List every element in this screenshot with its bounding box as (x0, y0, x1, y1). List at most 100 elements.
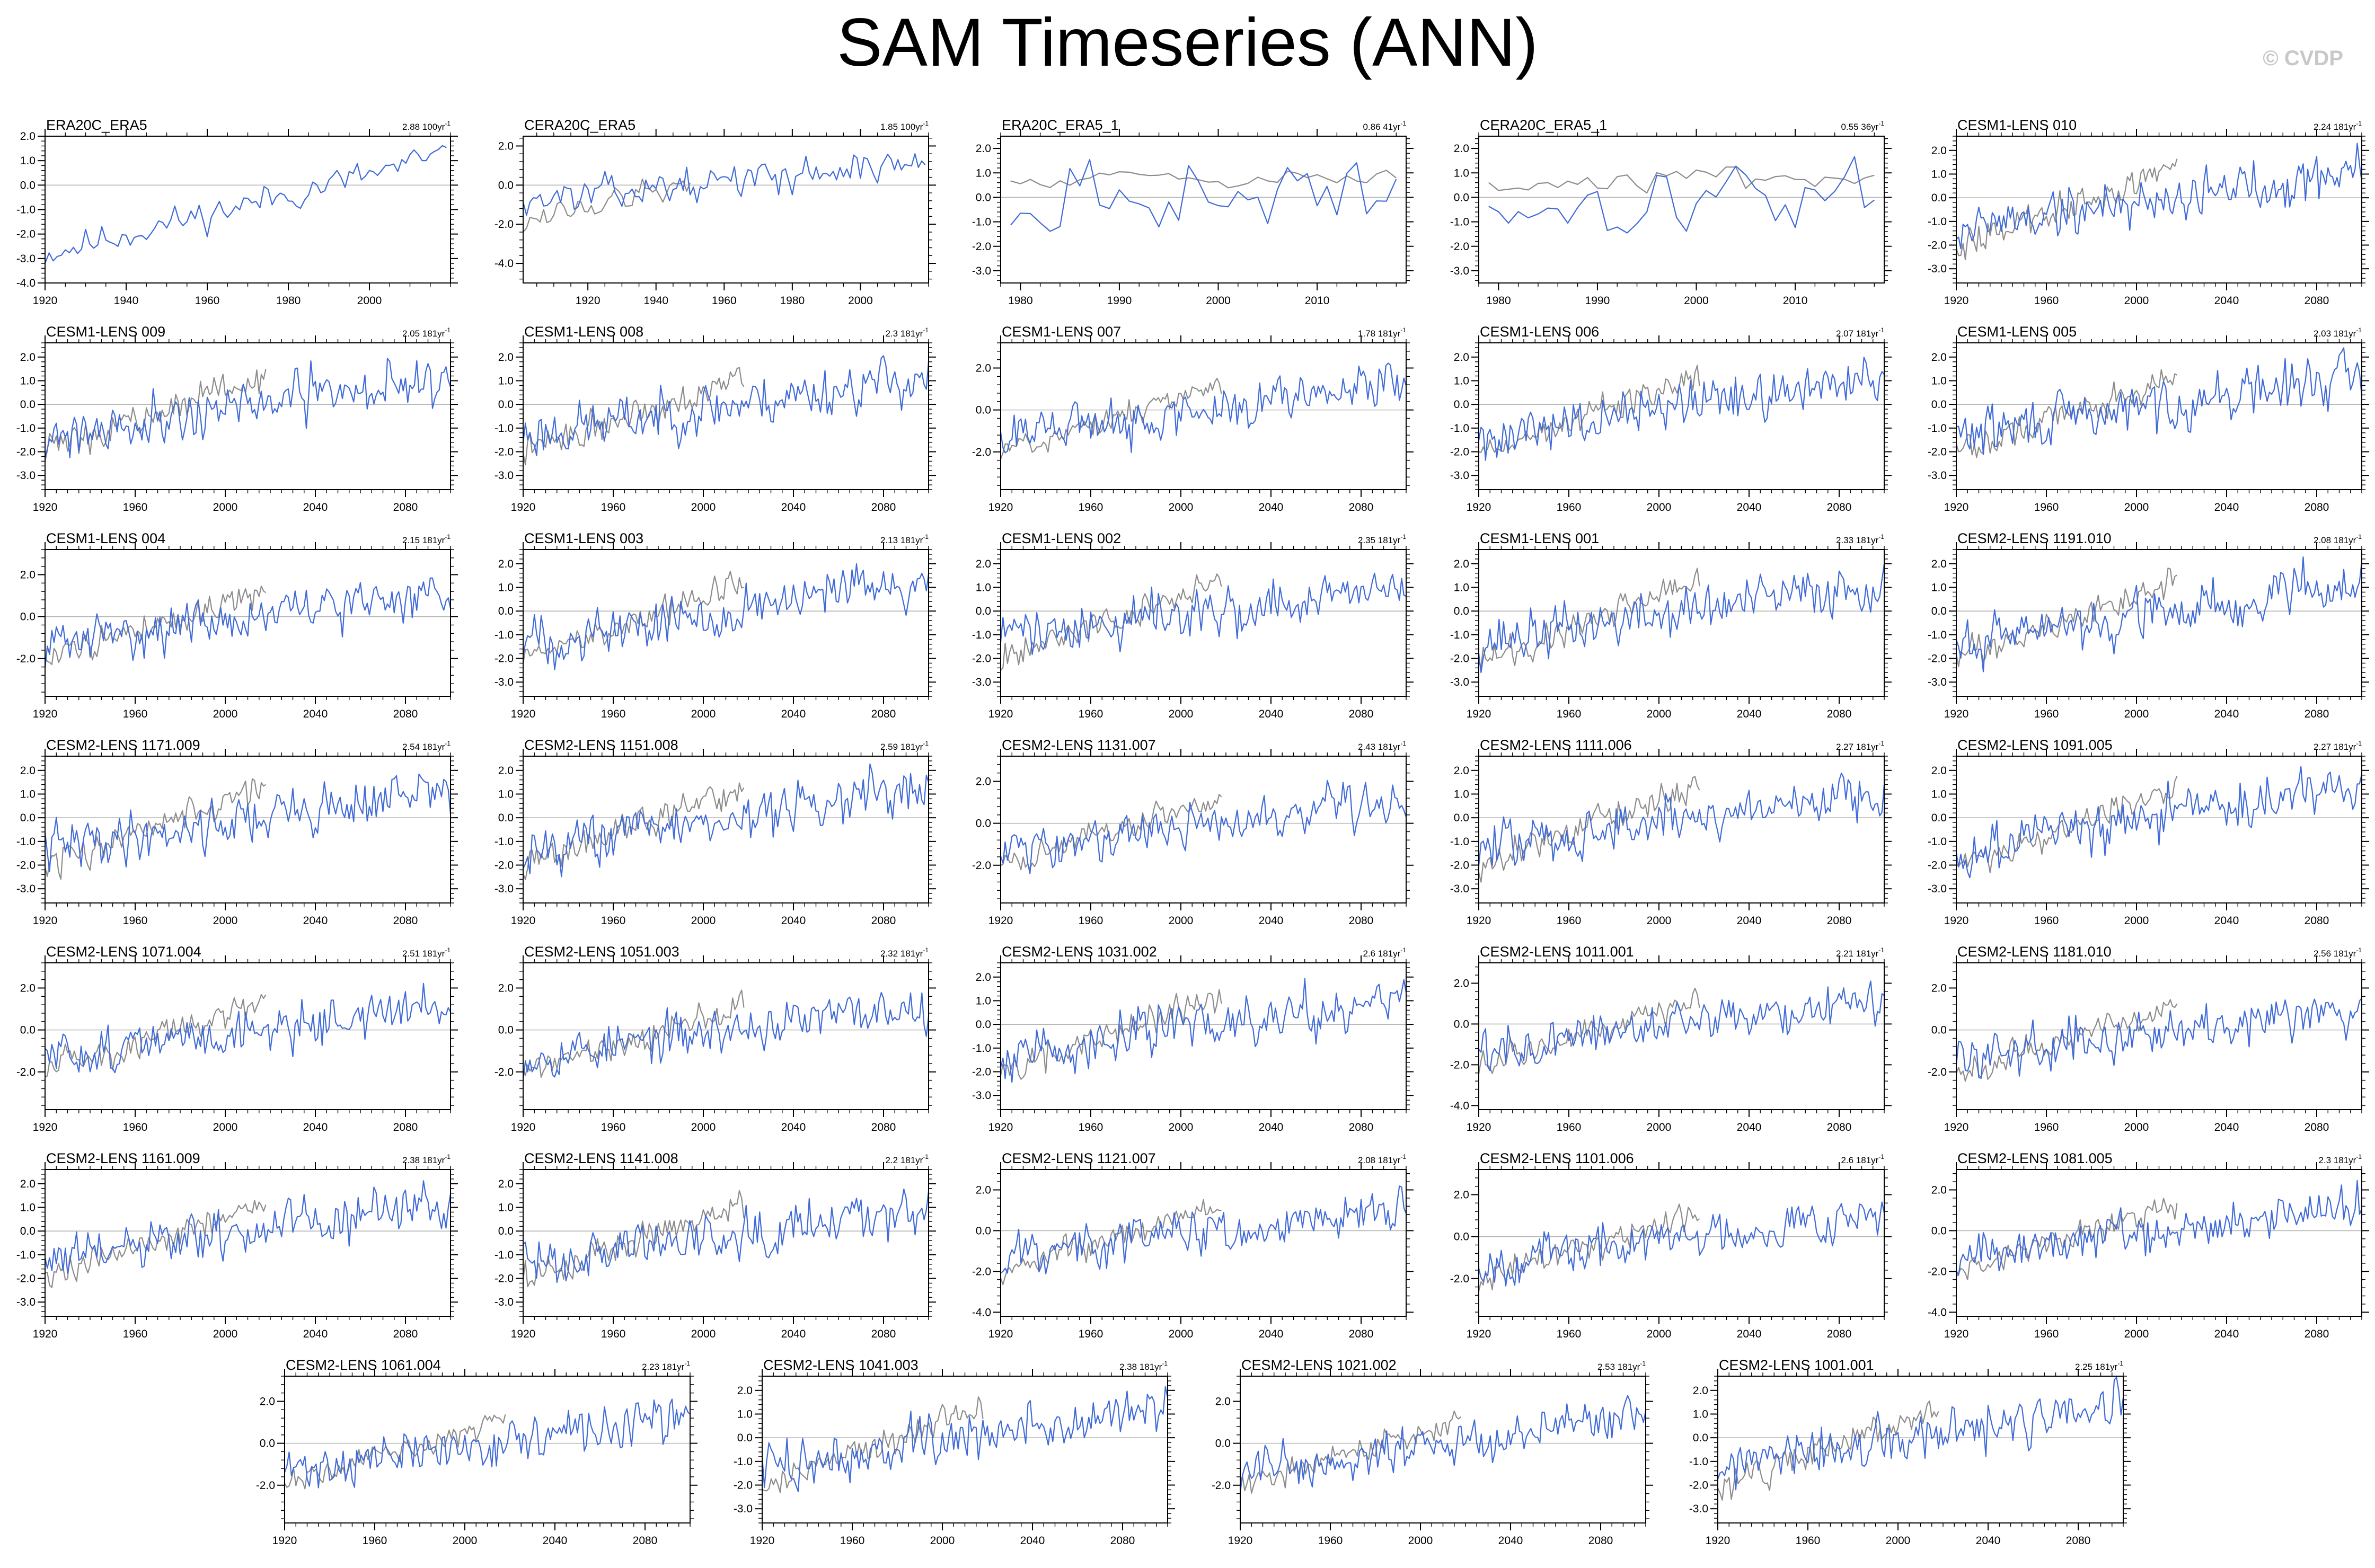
x-tick-label: 2080 (1827, 708, 1852, 720)
x-tick-label: 2000 (213, 708, 238, 720)
x-tick-label: 2080 (2305, 1121, 2329, 1133)
x-tick-label: 2080 (871, 708, 896, 720)
y-tick-label: -2.0 (1928, 860, 1947, 872)
x-tick-label: 1960 (1318, 1535, 1343, 1547)
y-tick-label: -3.0 (734, 1503, 753, 1515)
y-tick-label: 0.0 (20, 1024, 36, 1037)
plot-frame (1478, 549, 1885, 697)
trend-label: 2.21 181yr-1 (1836, 946, 1884, 959)
x-tick-label: 1960 (2034, 1328, 2059, 1340)
x-tick-label: 1920 (33, 708, 58, 720)
y-tick-label: 2.0 (976, 1184, 991, 1196)
x-tick-label: 2000 (2124, 1328, 2149, 1340)
y-tick-label: -2.0 (495, 860, 514, 872)
y-tick-label: 0.0 (1454, 812, 1469, 824)
observed-series-line (1478, 987, 1700, 1074)
y-tick-label: 0.0 (498, 179, 514, 191)
y-tick-label: 2.0 (976, 143, 991, 155)
y-tick-label: -2.0 (972, 860, 991, 872)
panel-title: CESM1-LENS 008 (524, 324, 643, 340)
y-tick-label: -3.0 (16, 883, 36, 895)
y-tick-label: -2.0 (1928, 446, 1947, 458)
panel-25: CESM2-LENS 1181.010 2.56 181yr-1 1920 1960 2… (1928, 944, 2369, 1133)
x-tick-label: 2040 (1498, 1535, 1523, 1547)
x-tick-label: 1920 (988, 915, 1013, 927)
y-tick-label: -3.0 (1450, 265, 1469, 277)
simulated-series-line (44, 1180, 452, 1274)
x-tick-label: 1920 (988, 708, 1013, 720)
x-tick-label: 2040 (543, 1535, 568, 1547)
plot-frame (762, 1376, 1168, 1523)
x-tick-label: 1920 (1467, 708, 1491, 720)
x-tick-label: 1960 (1557, 708, 1582, 720)
trend-label: 2.53 181yr-1 (1597, 1360, 1646, 1372)
trend-label: 2.3 181yr-1 (2318, 1153, 2362, 1165)
y-tick-label: 2.0 (498, 982, 514, 994)
observed-series-line (1000, 989, 1222, 1080)
x-tick-label: 1920 (33, 501, 58, 513)
x-tick-label: 2000 (213, 1121, 238, 1133)
y-tick-label: 0.0 (20, 179, 36, 191)
x-tick-label: 2080 (633, 1535, 658, 1547)
y-tick-label: -2.0 (495, 446, 514, 458)
y-tick-label: -4.0 (495, 258, 514, 270)
y-tick-label: 0.0 (1931, 1225, 1947, 1237)
y-tick-label: -2.0 (16, 228, 36, 241)
panel-title: CERA20C_ERA5_1 (1480, 117, 1607, 133)
plot-frame (45, 962, 451, 1110)
x-tick-label: 1920 (988, 501, 1013, 513)
plot-frame (1956, 136, 2362, 284)
y-tick-label: 2.0 (498, 1178, 514, 1190)
y-tick-label: 1.0 (976, 581, 991, 593)
x-tick-label: 1960 (601, 708, 626, 720)
x-tick-label: 1920 (1944, 1121, 1969, 1133)
panel-5: CESM1-LENS 010 2.24 181yr-1 1920 1960 2000 20… (1928, 117, 2369, 307)
y-tick-label: 2.0 (1693, 1385, 1708, 1397)
x-tick-label: 2040 (1020, 1535, 1045, 1547)
x-tick-label: 1960 (1557, 1121, 1582, 1133)
panel-title: CESM2-LENS 1061.004 (286, 1357, 441, 1373)
x-tick-label: 1920 (1944, 915, 1969, 927)
x-tick-label: 1980 (1486, 295, 1511, 307)
y-tick-label: -1.0 (1928, 422, 1947, 435)
panel-3: ERA20C_ERA5_1 0.86 41yr-1 1980 1990 2000 2010… (972, 117, 1414, 307)
y-tick-label: -2.0 (16, 1066, 36, 1078)
y-tick-label: -1.0 (495, 629, 514, 641)
y-tick-label: 1.0 (498, 375, 514, 387)
y-tick-label: 1.0 (1454, 581, 1469, 593)
y-tick-label: -3.0 (972, 676, 991, 688)
x-tick-label: 2000 (1169, 1328, 1194, 1340)
cvdp-credit: © CVDP (2263, 47, 2343, 70)
simulated-series-line (284, 1398, 691, 1489)
y-tick-label: 2.0 (1931, 982, 1947, 994)
y-tick-label: 0.0 (737, 1432, 753, 1444)
y-tick-label: -2.0 (1450, 1059, 1469, 1071)
observed-series-line (1478, 568, 1700, 668)
x-tick-label: 2080 (1827, 501, 1852, 513)
trend-label: 0.86 41yr-1 (1363, 120, 1406, 132)
trend-label: 2.54 181yr-1 (402, 740, 451, 752)
trend-label: 2.6 181yr-1 (1841, 1153, 1884, 1165)
y-tick-label: -2.0 (16, 653, 36, 665)
x-tick-label: 2040 (2214, 708, 2239, 720)
y-tick-label: 2.0 (498, 140, 514, 152)
panel-19: CESM2-LENS 1111.006 2.27 181yr-1 1920 1960 2… (1450, 737, 1892, 927)
plot-frame (523, 962, 929, 1110)
x-tick-label: 2040 (1737, 1121, 1762, 1133)
plot-frame (523, 1169, 929, 1317)
panel-title: CESM1-LENS 007 (1002, 324, 1121, 340)
x-tick-label: 2080 (1588, 1535, 1613, 1547)
observed-series-line (1000, 573, 1222, 671)
simulated-series-line (1956, 143, 2363, 250)
simulated-series-line (1000, 362, 1407, 454)
simulated-series-line (1478, 1201, 1885, 1287)
panel-title: CERA20C_ERA5 (524, 117, 635, 133)
observed-series-line (1717, 1400, 1939, 1501)
x-tick-label: 2000 (1684, 295, 1709, 307)
trend-label: 2.15 181yr-1 (402, 533, 451, 545)
simulated-series-line (44, 773, 452, 872)
y-tick-label: 2.0 (976, 558, 991, 570)
x-tick-label: 2080 (2066, 1535, 2091, 1547)
x-tick-label: 1960 (601, 1121, 626, 1133)
x-tick-label: 2080 (1349, 708, 1374, 720)
